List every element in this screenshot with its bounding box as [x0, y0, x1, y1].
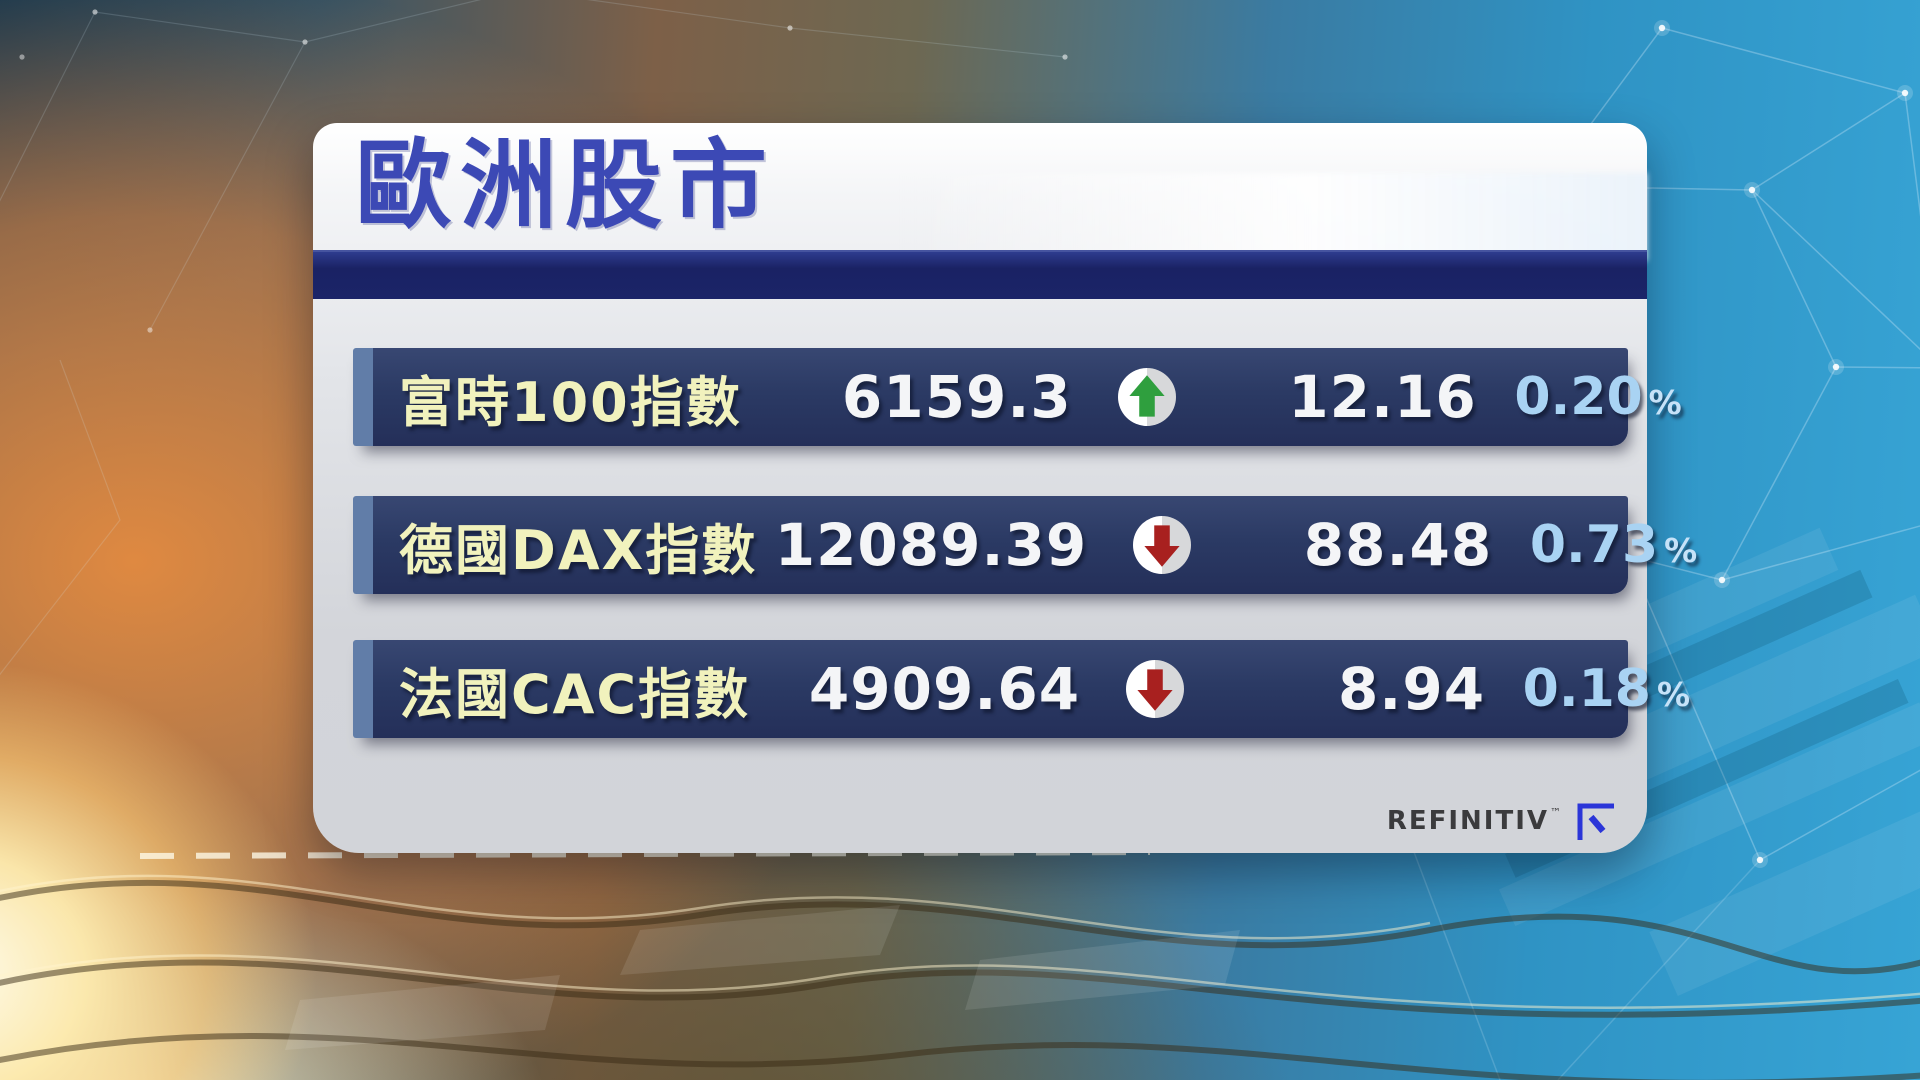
index-name: 富時100指數 — [399, 370, 742, 434]
down-arrow-icon — [1133, 516, 1192, 574]
refinitiv-wordmark: REFINITIV™ — [1387, 806, 1561, 836]
up-arrow-icon — [1117, 368, 1176, 426]
panel-title: 歐洲股市 — [355, 129, 775, 242]
down-arrow-icon — [1126, 660, 1185, 718]
wave-ribbons — [0, 874, 1920, 1080]
index-change-percent: 0.20% — [1477, 367, 1682, 427]
index-last-value: 12089.39 — [774, 511, 1088, 579]
percent-value: 0.73 — [1529, 515, 1659, 575]
trademark-symbol: ™ — [1550, 806, 1561, 819]
index-name: 德國DAX指數 — [399, 518, 758, 582]
refinitiv-logo-icon — [1577, 803, 1614, 840]
index-change-percent: 0.73% — [1492, 515, 1697, 575]
index-row-cac: 法國CAC指數 4909.64 8.94 0.18% — [353, 640, 1690, 738]
refinitiv-text: REFINITIV — [1386, 806, 1549, 836]
index-change-value: 88.48 — [1303, 511, 1493, 579]
index-last-value: 6159.3 — [841, 363, 1072, 431]
refinitiv-attribution: REFINITIV™ — [1387, 799, 1617, 843]
index-change-value: 12.16 — [1288, 363, 1477, 431]
index-change-percent: 0.18% — [1485, 659, 1690, 719]
index-row-dax: 德國DAX指數 12089.39 88.48 0.73% — [353, 496, 1697, 594]
percent-value: 0.18 — [1522, 659, 1651, 719]
market-panel: 歐洲股市 富時100指數 6159.3 12.16 0.20% 德國DAX指數 … — [313, 123, 1697, 853]
percent-sign: % — [1648, 383, 1682, 422]
index-name: 法國CAC指數 — [399, 662, 751, 726]
percent-sign: % — [1664, 531, 1698, 570]
percent-sign: % — [1656, 675, 1691, 714]
index-last-value: 4909.64 — [808, 655, 1081, 723]
title-underline-bar — [313, 250, 1647, 299]
index-row-ftse100: 富時100指數 6159.3 12.16 0.20% — [353, 348, 1682, 446]
panel-shine — [899, 173, 1647, 261]
percent-value: 0.20 — [1514, 367, 1643, 427]
index-change-value: 8.94 — [1337, 655, 1486, 723]
